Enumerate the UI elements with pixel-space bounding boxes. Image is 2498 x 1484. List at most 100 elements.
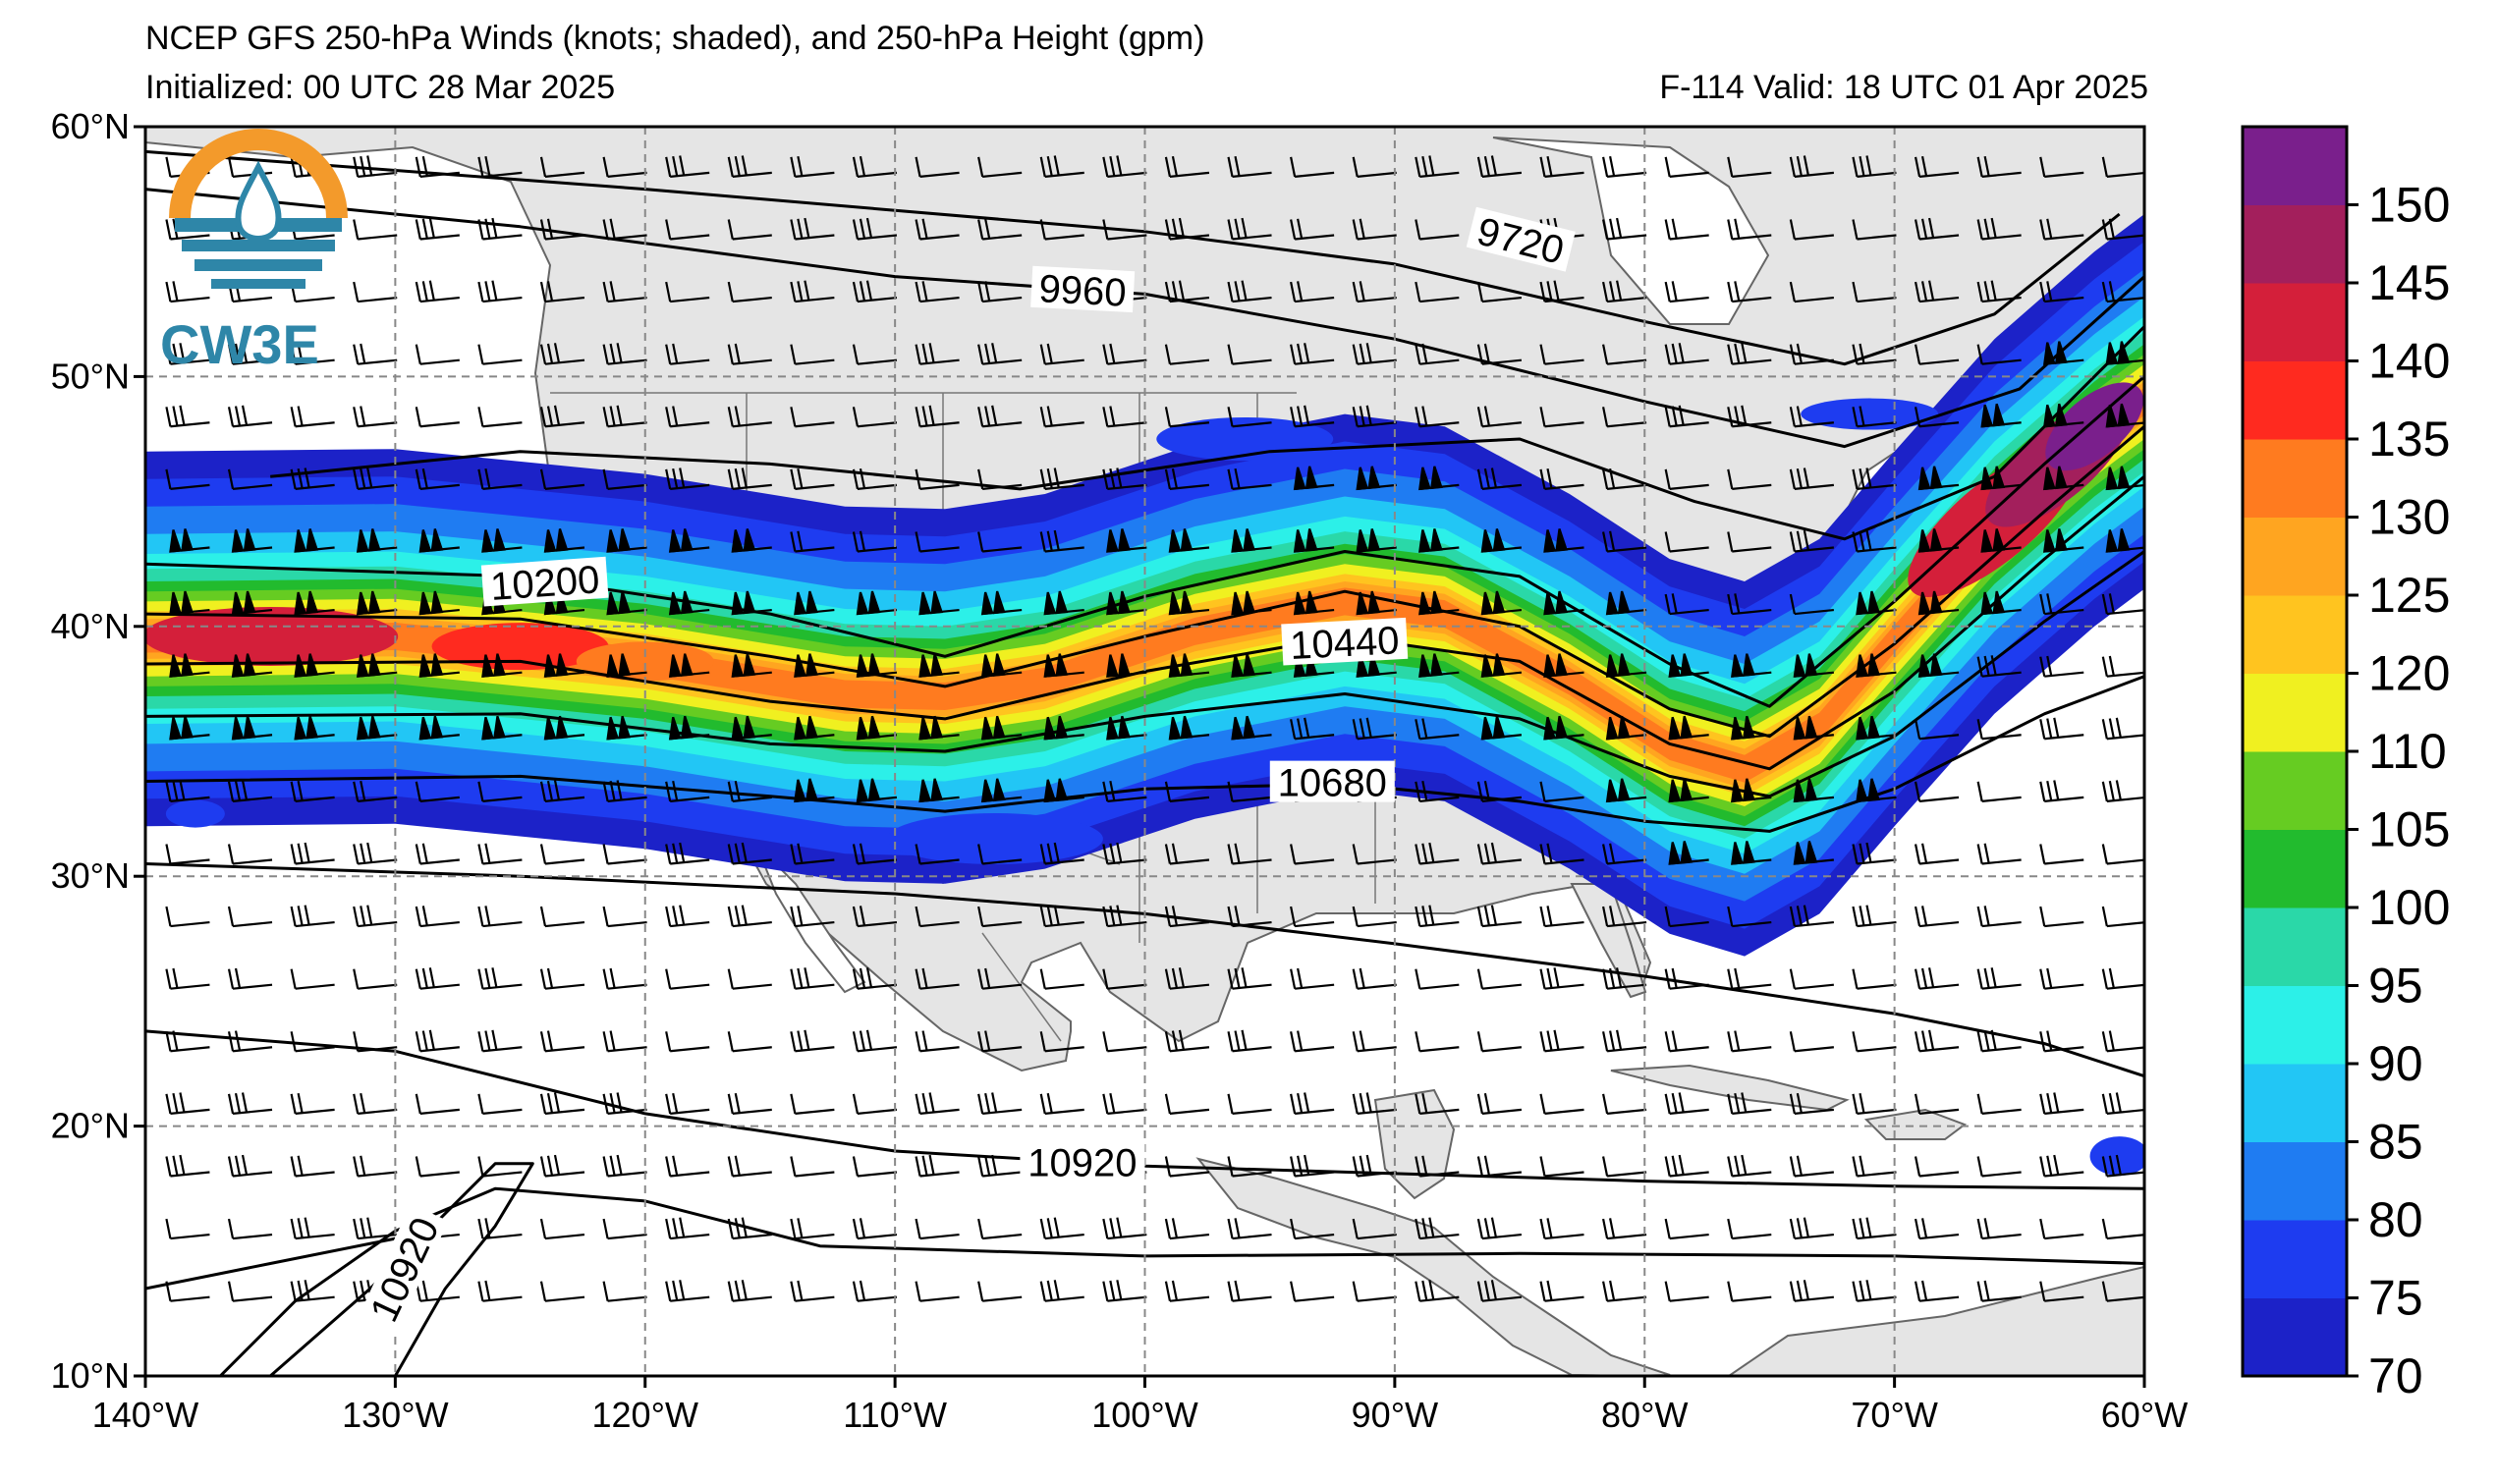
barb-flag bbox=[2039, 156, 2046, 178]
barb-staff bbox=[919, 171, 960, 178]
barb-flag bbox=[1803, 529, 1809, 551]
barb-staff bbox=[419, 358, 460, 365]
barb-flag bbox=[1476, 968, 1483, 989]
barb-flag bbox=[2039, 844, 2046, 864]
barb-pennant bbox=[1668, 779, 1682, 803]
wind-barb bbox=[606, 590, 647, 616]
wind-barb bbox=[1290, 844, 1335, 865]
lon-tick-label: 120°W bbox=[592, 1395, 698, 1435]
barb-flag bbox=[415, 407, 421, 427]
barb-flag bbox=[1602, 906, 1609, 927]
barb-flag bbox=[1116, 842, 1123, 863]
barb-flag bbox=[1039, 1093, 1046, 1115]
wind-barb bbox=[1539, 155, 1584, 178]
wind-barb bbox=[290, 343, 335, 365]
wind-barb bbox=[2039, 218, 2084, 241]
barb-flag bbox=[1602, 1093, 1609, 1115]
barb-pennant bbox=[1055, 590, 1069, 615]
wind-barb bbox=[1727, 531, 1772, 553]
wind-barb bbox=[1731, 778, 1772, 803]
barb-flag bbox=[865, 280, 873, 301]
barb-flag bbox=[727, 344, 734, 364]
barb-staff bbox=[232, 483, 273, 490]
barb-flag bbox=[915, 156, 921, 178]
barb-staff bbox=[544, 920, 585, 928]
barb-flag bbox=[665, 344, 672, 364]
barb-flag bbox=[1290, 344, 1297, 364]
wind-barb bbox=[1415, 968, 1460, 990]
wind-barb bbox=[1102, 467, 1147, 490]
colorbar-segment bbox=[2243, 751, 2347, 830]
barb-flag bbox=[1039, 1031, 1046, 1052]
barb-flag bbox=[539, 1218, 547, 1239]
barb-pennant bbox=[731, 654, 745, 678]
barb-flag bbox=[1852, 968, 1859, 989]
barb-staff bbox=[795, 1171, 835, 1178]
barb-flag bbox=[1546, 967, 1553, 989]
barb-pennant bbox=[1856, 591, 1868, 616]
barb-flag bbox=[1352, 906, 1359, 927]
barb-flag bbox=[1102, 781, 1109, 802]
barb-flag bbox=[353, 281, 360, 302]
barb-flag bbox=[539, 844, 547, 864]
barb-staff bbox=[670, 983, 710, 990]
barb-pennant bbox=[430, 653, 444, 677]
barb-staff bbox=[1295, 171, 1335, 178]
wind-barb bbox=[977, 281, 1023, 303]
wind-barb bbox=[1168, 528, 1210, 553]
wind-barb bbox=[602, 780, 647, 802]
barb-flag bbox=[1546, 843, 1553, 863]
barb-flag bbox=[1865, 842, 1872, 863]
barb-flag bbox=[1734, 281, 1741, 302]
wind-barb bbox=[1856, 715, 1897, 741]
barb-flag bbox=[539, 407, 547, 427]
barb-pennant bbox=[1430, 653, 1443, 677]
barb-flag bbox=[1102, 1031, 1109, 1052]
wind-barb bbox=[790, 1156, 835, 1178]
wind-barb bbox=[1231, 653, 1272, 678]
barb-flag bbox=[609, 1092, 616, 1114]
barb-flag bbox=[1796, 530, 1803, 551]
colorbar-label: 100 bbox=[2368, 880, 2450, 935]
wind-barb bbox=[290, 467, 335, 490]
wind-barb bbox=[1602, 1093, 1647, 1115]
barb-staff bbox=[732, 234, 772, 241]
barb-flag bbox=[1039, 407, 1046, 427]
barb-pennant bbox=[1793, 779, 1806, 803]
wind-barb bbox=[668, 528, 710, 553]
barb-flag bbox=[1727, 906, 1734, 927]
barb-flag bbox=[1983, 655, 1990, 677]
barb-flag bbox=[1859, 1218, 1865, 1238]
barb-pennant bbox=[367, 653, 381, 677]
barb-pennant bbox=[1917, 654, 1931, 678]
barb-staff bbox=[295, 1046, 335, 1053]
barb-flag bbox=[1365, 405, 1372, 426]
barb-flag bbox=[1428, 1280, 1435, 1300]
barb-flag bbox=[727, 844, 734, 864]
wind-barb bbox=[1727, 343, 1772, 365]
wind-barb bbox=[290, 406, 335, 428]
wind-barb bbox=[1917, 590, 1960, 616]
barb-pennant bbox=[1980, 404, 1994, 428]
wind-barb bbox=[290, 1092, 335, 1115]
barb-flag bbox=[1803, 1217, 1809, 1237]
barb-pennant bbox=[1492, 653, 1506, 677]
barb-flag bbox=[227, 1218, 235, 1239]
barb-pennant bbox=[731, 591, 745, 616]
wind-barb bbox=[1476, 1217, 1523, 1240]
barb-flag bbox=[1241, 967, 1248, 988]
barb-flag bbox=[1789, 1093, 1796, 1115]
wind-barb bbox=[1727, 281, 1772, 303]
barb-flag bbox=[1852, 156, 1859, 178]
wind-barb bbox=[1102, 905, 1147, 928]
wind-barb bbox=[665, 467, 710, 490]
wind-barb bbox=[1789, 219, 1834, 241]
barb-staff bbox=[1918, 1108, 1960, 1115]
barb-flag bbox=[1976, 1093, 1983, 1115]
barb-pennant bbox=[1180, 653, 1193, 677]
barb-flag bbox=[1352, 281, 1359, 302]
wind-barb bbox=[1976, 967, 2022, 990]
barb-flag bbox=[421, 906, 428, 926]
barb-flag bbox=[1415, 219, 1421, 240]
barb-flag bbox=[1741, 1092, 1748, 1113]
